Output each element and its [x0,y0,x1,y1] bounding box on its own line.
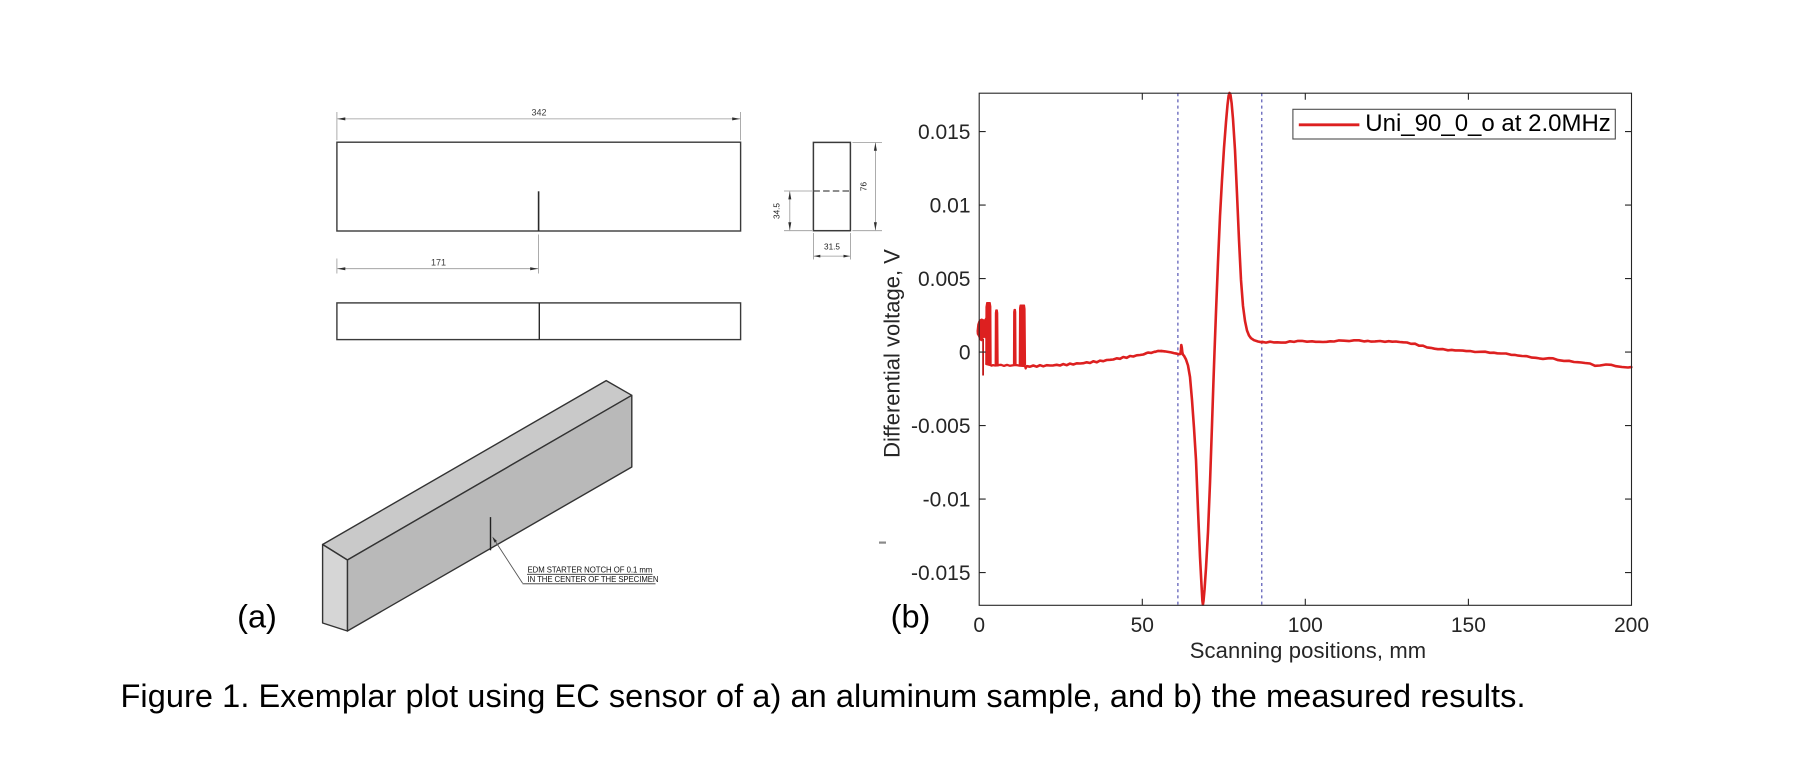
svg-text:100: 100 [1288,614,1323,637]
svg-text:0.01: 0.01 [930,195,971,218]
svg-text:76: 76 [860,182,869,192]
svg-text:(b): (b) [891,599,931,635]
svg-text:(a): (a) [237,599,277,635]
svg-text:34.5: 34.5 [773,203,782,219]
svg-text:342: 342 [531,108,546,118]
svg-text:IN THE CENTER OF THE SPECIMEN: IN THE CENTER OF THE SPECIMEN [528,575,659,584]
svg-text:-0.005: -0.005 [911,415,971,438]
svg-text:31.5: 31.5 [824,243,840,252]
svg-text:150: 150 [1451,614,1486,637]
svg-text:Scanning positions, mm: Scanning positions, mm [1190,638,1426,663]
svg-text:200: 200 [1614,614,1649,637]
svg-text:171: 171 [431,257,446,267]
svg-text:-0.015: -0.015 [911,562,971,585]
svg-text:Differential voltage, V: Differential voltage, V [880,249,905,458]
svg-text:0.005: 0.005 [918,268,971,291]
svg-text:0: 0 [959,342,971,365]
svg-text:Uni_90_0_o at 2.0MHz: Uni_90_0_o at 2.0MHz [1365,110,1610,137]
svg-text:0.015: 0.015 [918,121,971,144]
svg-text:-0.01: -0.01 [923,489,971,512]
svg-text:0: 0 [973,614,985,637]
svg-text:EDM STARTER NOTCH OF 0.1 mm: EDM STARTER NOTCH OF 0.1 mm [528,565,653,574]
svg-text:50: 50 [1131,614,1154,637]
svg-text:Figure 1. Exemplar plot using: Figure 1. Exemplar plot using EC sensor … [121,678,1526,714]
